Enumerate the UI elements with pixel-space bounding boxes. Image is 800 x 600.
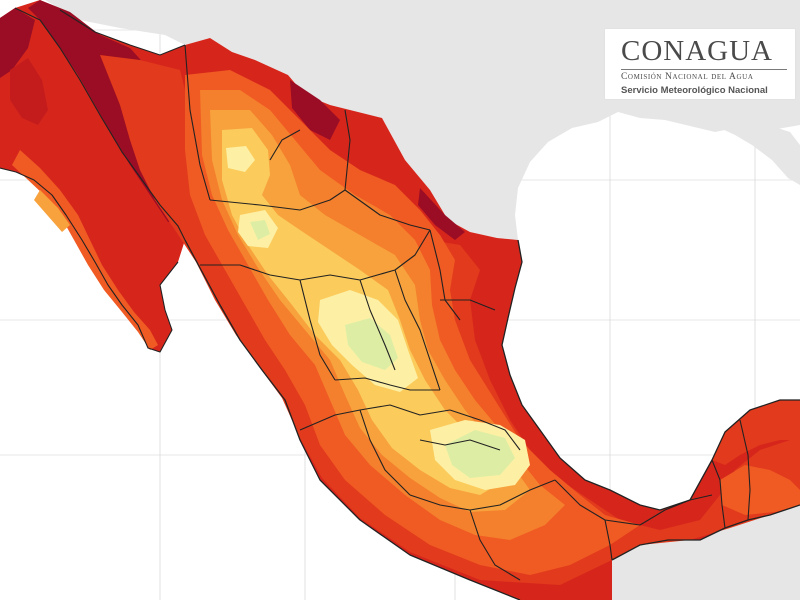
logo-subtitle: Comisión Nacional del Agua <box>621 72 754 82</box>
florida-land <box>720 124 800 185</box>
state-borders <box>0 7 751 581</box>
mexico-coastline <box>184 239 800 600</box>
logo-divider <box>621 69 787 70</box>
central-america-land <box>612 505 800 600</box>
logo-name: CONAGUA <box>621 35 773 67</box>
conagua-logo: CONAGUA Comisión Nacional del Agua Servi… <box>604 28 796 100</box>
baja-california <box>0 8 185 352</box>
logo-service: Servicio Meteorológico Nacional <box>621 85 768 96</box>
